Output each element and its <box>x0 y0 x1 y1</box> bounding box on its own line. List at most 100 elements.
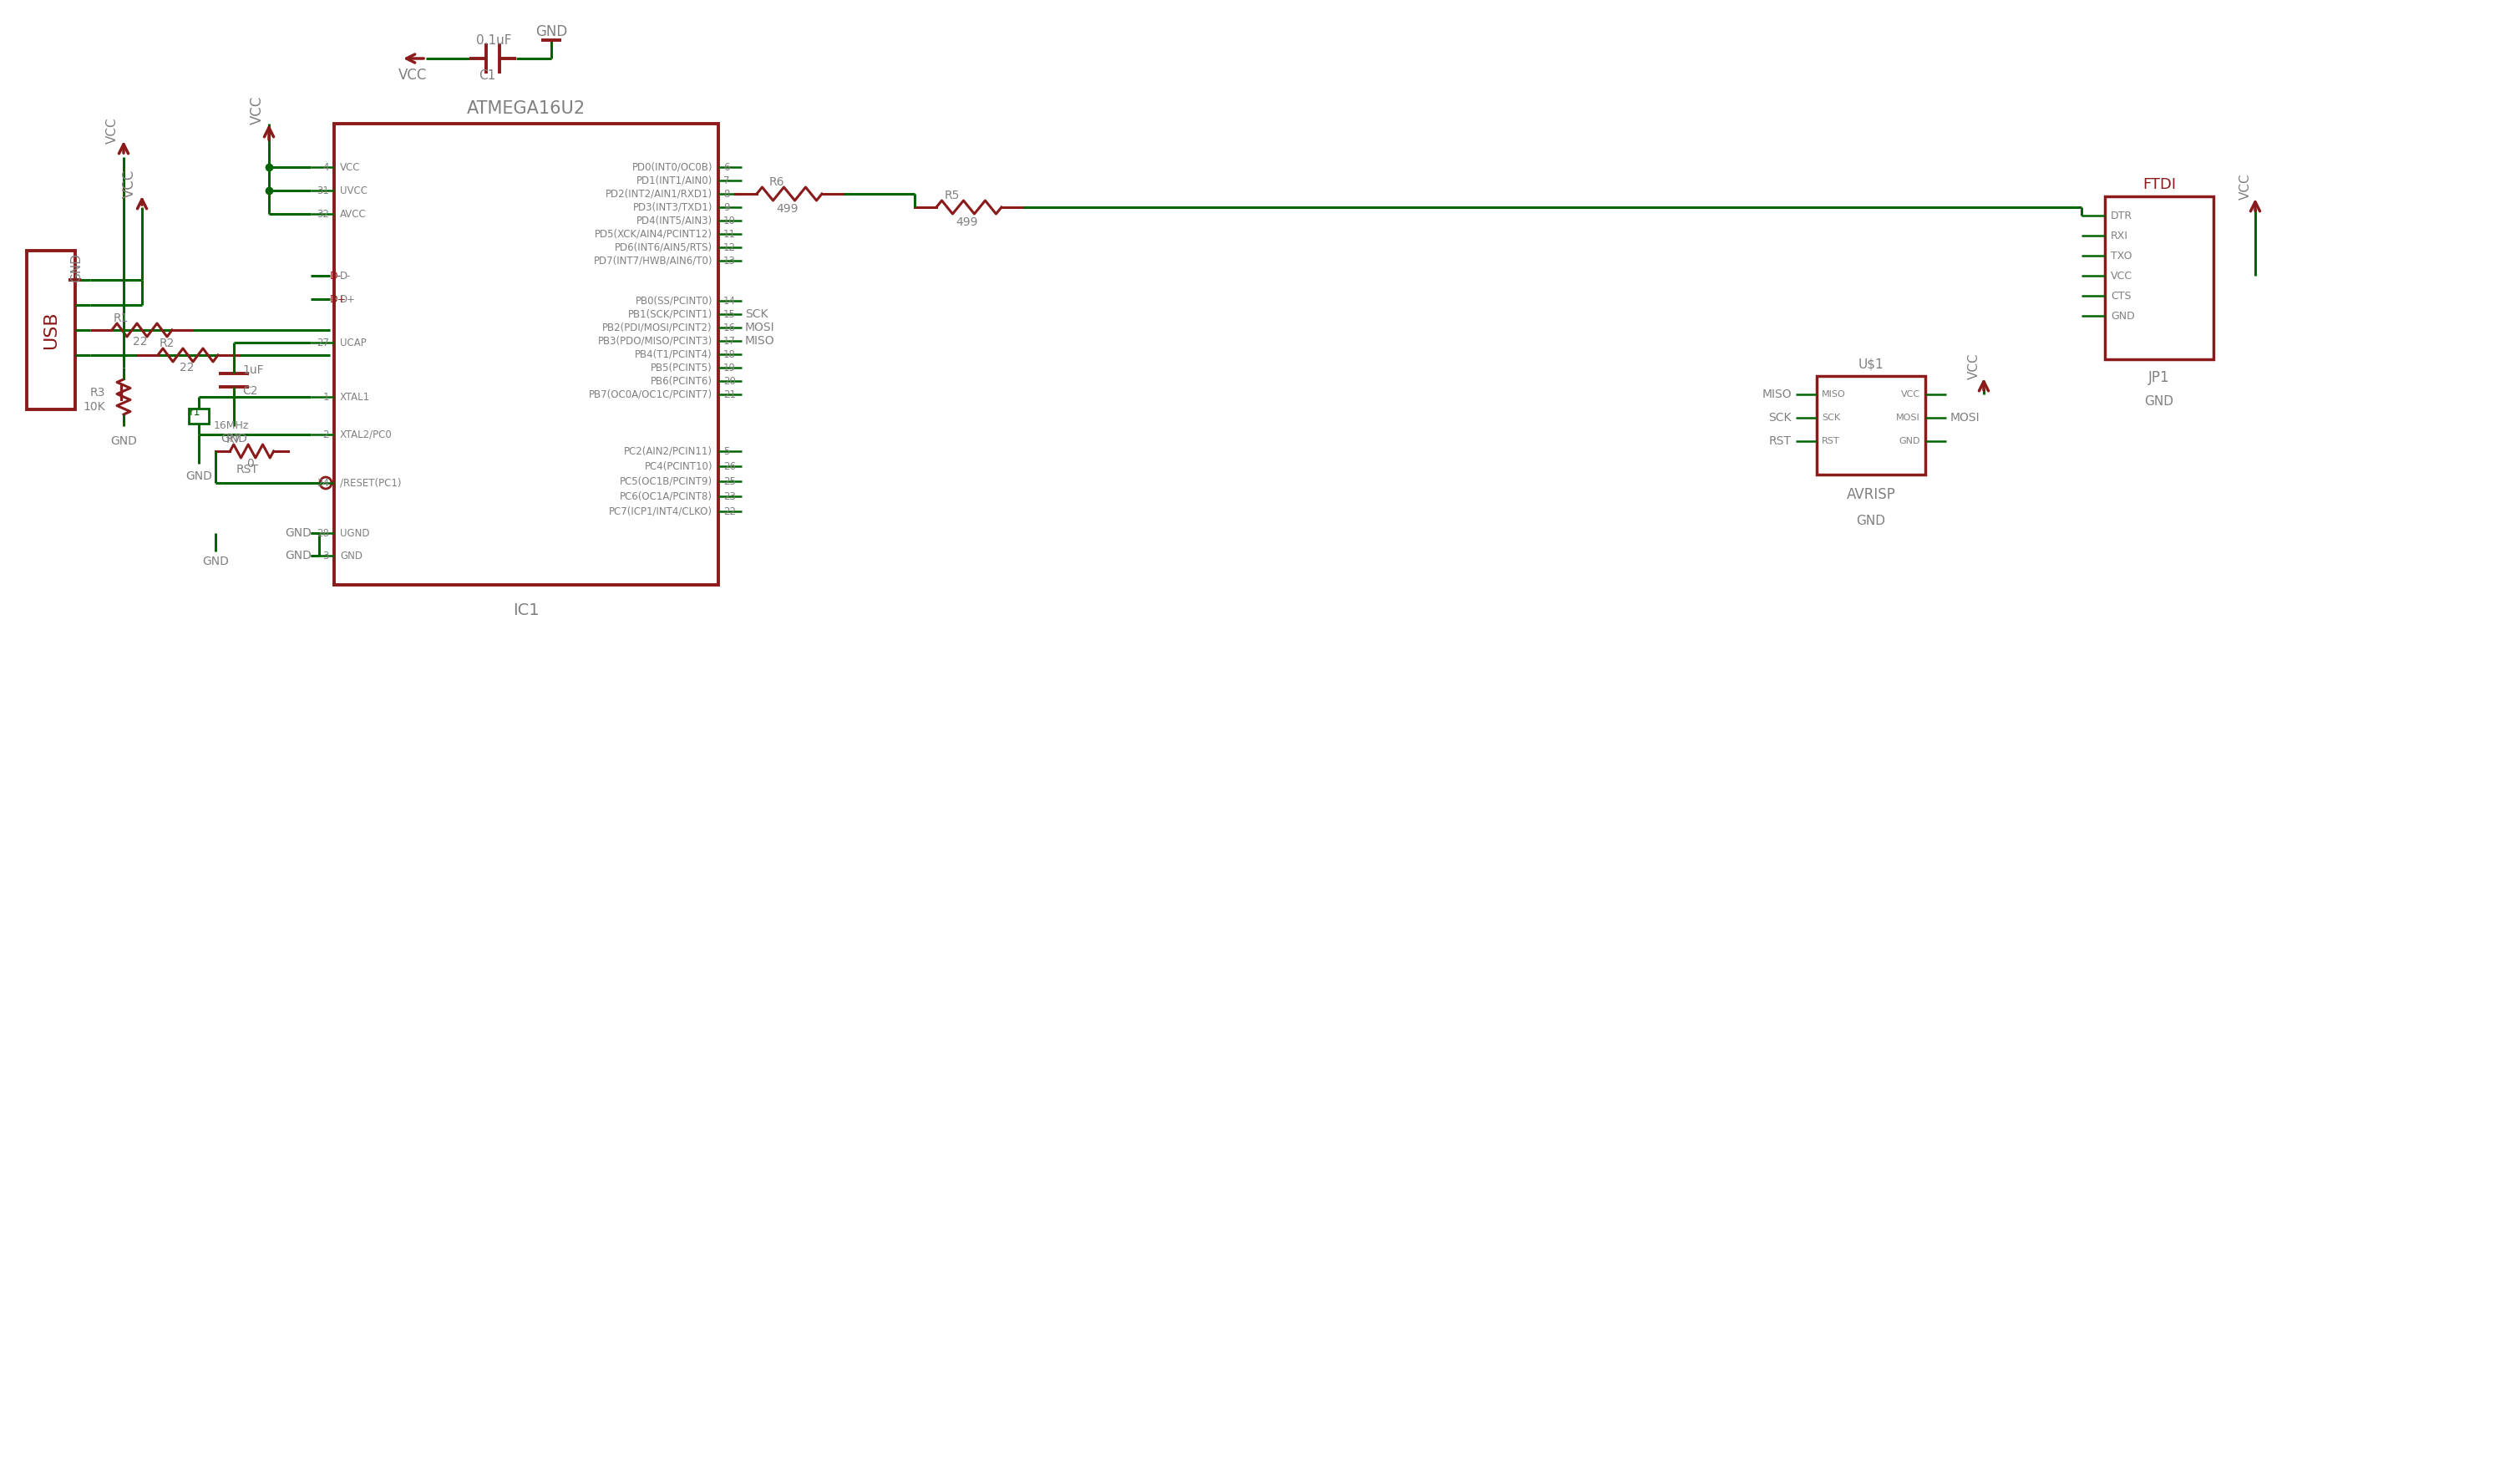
Text: USB: USB <box>43 312 60 350</box>
Text: PD7(INT7/HWB/AIN6/T0): PD7(INT7/HWB/AIN6/T0) <box>592 255 713 266</box>
Text: VCC: VCC <box>106 117 118 143</box>
Text: PD0(INT0/OC0B): PD0(INT0/OC0B) <box>633 162 713 173</box>
Text: XTAL2/PC0: XTAL2/PC0 <box>340 429 393 440</box>
Text: 499: 499 <box>955 217 978 228</box>
Text: C1: C1 <box>479 69 496 82</box>
Text: D+: D+ <box>330 294 348 304</box>
Text: 6: 6 <box>723 162 731 173</box>
Text: MOSI: MOSI <box>1895 414 1920 421</box>
Text: JP1: JP1 <box>2150 370 2170 385</box>
Text: PD4(INT5/AIN3): PD4(INT5/AIN3) <box>638 215 713 225</box>
Text: PD2(INT2/AIN1/RXD1): PD2(INT2/AIN1/RXD1) <box>605 189 713 199</box>
Text: 23: 23 <box>723 492 736 502</box>
Text: 0.1uF: 0.1uF <box>476 34 512 47</box>
Text: 1: 1 <box>323 392 330 402</box>
Text: 10K: 10K <box>83 401 106 413</box>
Text: SCK: SCK <box>746 309 769 320</box>
Text: PD1(INT1/AIN0): PD1(INT1/AIN0) <box>635 176 713 186</box>
Text: R2: R2 <box>159 338 174 350</box>
Text: GND: GND <box>1900 437 1920 445</box>
Text: D+: D+ <box>340 294 355 304</box>
Text: MISO: MISO <box>746 335 774 347</box>
Text: CTS: CTS <box>2112 290 2132 301</box>
Text: PD6(INT6/AIN5/RTS): PD6(INT6/AIN5/RTS) <box>615 241 713 253</box>
Text: MISO: MISO <box>1761 389 1792 401</box>
Bar <box>2104 196 2213 360</box>
Text: ATMEGA16U2: ATMEGA16U2 <box>466 101 585 117</box>
Text: GND: GND <box>202 556 229 568</box>
Text: GND: GND <box>71 253 83 282</box>
Text: GND: GND <box>340 550 363 560</box>
Text: 32: 32 <box>318 208 330 219</box>
Bar <box>1817 376 1925 474</box>
Text: PB2(PDI/MOSI/PCINT2): PB2(PDI/MOSI/PCINT2) <box>602 322 713 334</box>
Text: 3: 3 <box>323 550 330 560</box>
Text: 15: 15 <box>723 309 736 319</box>
Text: AVRISP: AVRISP <box>1847 487 1895 502</box>
Text: VCC: VCC <box>398 67 426 83</box>
Text: 20: 20 <box>723 376 736 386</box>
Text: 16: 16 <box>723 322 736 334</box>
Text: 8: 8 <box>723 189 728 199</box>
Text: PB0(SS/PCINT0): PB0(SS/PCINT0) <box>635 296 713 306</box>
Bar <box>189 408 209 423</box>
Text: UGND: UGND <box>340 528 370 538</box>
Text: 25: 25 <box>723 475 736 487</box>
Text: 22: 22 <box>134 336 149 348</box>
Text: RST: RST <box>1769 436 1792 448</box>
Text: 18: 18 <box>723 348 736 360</box>
Text: VCC: VCC <box>1968 353 1981 379</box>
Text: D-: D- <box>340 271 350 281</box>
Text: GND: GND <box>1857 515 1885 527</box>
Text: 22: 22 <box>723 506 736 516</box>
Text: PD3(INT3/TXD1): PD3(INT3/TXD1) <box>633 202 713 212</box>
Text: 16MHz: 16MHz <box>214 420 249 432</box>
Text: PC2(AIN2/PCIN11): PC2(AIN2/PCIN11) <box>625 446 713 456</box>
Text: 17: 17 <box>723 335 736 347</box>
Text: RST: RST <box>237 464 260 475</box>
Text: 13: 13 <box>723 255 736 266</box>
Text: GND: GND <box>285 550 312 562</box>
Text: PC6(OC1A/PCINT8): PC6(OC1A/PCINT8) <box>620 492 713 502</box>
Text: R5: R5 <box>945 190 960 202</box>
Text: 7: 7 <box>723 176 731 186</box>
Text: C2: C2 <box>242 385 257 396</box>
Text: FTDI: FTDI <box>2142 177 2175 192</box>
Text: 19: 19 <box>723 363 736 373</box>
Text: IC1: IC1 <box>514 601 539 617</box>
Text: 31: 31 <box>318 184 330 196</box>
Text: 10: 10 <box>723 215 736 225</box>
Text: PB1(SCK/PCINT1): PB1(SCK/PCINT1) <box>627 309 713 319</box>
Bar <box>335 124 718 585</box>
Text: XTAL1: XTAL1 <box>340 392 370 402</box>
Text: Y1: Y1 <box>189 407 202 418</box>
Text: TXO: TXO <box>2112 250 2132 260</box>
Text: 5: 5 <box>723 446 728 456</box>
Text: 22: 22 <box>179 361 194 373</box>
Text: SCK: SCK <box>1769 413 1792 424</box>
Text: VCC: VCC <box>121 170 136 198</box>
Text: RST: RST <box>1822 437 1840 445</box>
Bar <box>28 250 76 410</box>
Text: PB4(T1/PCINT4): PB4(T1/PCINT4) <box>635 348 713 360</box>
Text: R6: R6 <box>769 177 784 187</box>
Text: RXI: RXI <box>2112 230 2129 241</box>
Text: 499: 499 <box>776 203 799 215</box>
Text: PC5(OC1B/PCINT9): PC5(OC1B/PCINT9) <box>620 475 713 487</box>
Text: VCC: VCC <box>1900 391 1920 398</box>
Text: VCC: VCC <box>2112 271 2132 281</box>
Text: 1uF: 1uF <box>242 364 265 376</box>
Text: 11: 11 <box>723 228 736 240</box>
Text: R7: R7 <box>227 433 242 445</box>
Text: 28: 28 <box>318 528 330 538</box>
Text: GND: GND <box>222 433 247 445</box>
Text: 21: 21 <box>723 389 736 399</box>
Text: 4: 4 <box>323 162 330 173</box>
Text: GND: GND <box>111 436 136 448</box>
Text: PB7(OC0A/OC1C/PCINT7): PB7(OC0A/OC1C/PCINT7) <box>590 389 713 399</box>
Text: GND: GND <box>285 527 312 538</box>
Text: 14: 14 <box>723 296 736 306</box>
Text: R1: R1 <box>113 313 129 325</box>
Text: PB6(PCINT6): PB6(PCINT6) <box>650 376 713 386</box>
Text: PC4(PCINT10): PC4(PCINT10) <box>645 461 713 471</box>
